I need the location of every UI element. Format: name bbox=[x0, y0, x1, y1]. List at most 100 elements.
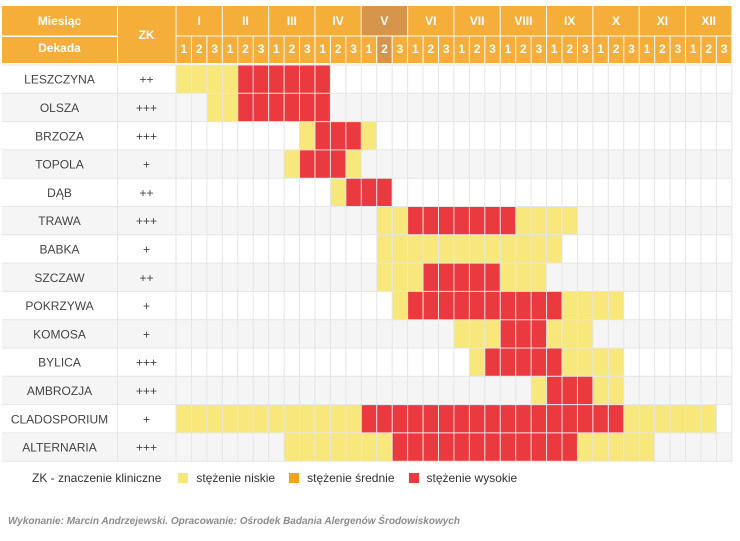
heat-cell bbox=[608, 376, 624, 405]
decade-label: 1 bbox=[180, 42, 187, 56]
month-label-II: II bbox=[242, 14, 249, 28]
heat-cell bbox=[700, 404, 717, 433]
decade-label: 2 bbox=[288, 42, 295, 56]
heat-cell bbox=[330, 178, 346, 207]
month-label-VII: VII bbox=[470, 14, 485, 28]
heat-cell bbox=[577, 348, 593, 377]
header-month-label-cell bbox=[2, 6, 117, 36]
heat-cell bbox=[546, 376, 562, 405]
heat-cell bbox=[330, 121, 346, 150]
heat-cell bbox=[654, 404, 671, 433]
heat-cell bbox=[392, 234, 408, 264]
heat-cell bbox=[314, 121, 331, 150]
heat-cell bbox=[577, 432, 593, 462]
heat-cell bbox=[484, 206, 501, 235]
heat-cell bbox=[407, 263, 424, 292]
heat-cell bbox=[500, 291, 516, 320]
heat-cell bbox=[546, 404, 562, 433]
heat-cell bbox=[361, 404, 377, 433]
heat-cell bbox=[206, 404, 223, 433]
decade-label: 2 bbox=[381, 42, 388, 56]
row-name: OLSZA bbox=[40, 101, 79, 115]
heat-cell bbox=[392, 263, 408, 292]
row-zk: +++ bbox=[136, 441, 157, 455]
heat-cell bbox=[407, 206, 424, 235]
heat-cell bbox=[345, 178, 362, 207]
row-stripe bbox=[2, 93, 732, 122]
heat-cell bbox=[515, 291, 532, 320]
row-zk: +++ bbox=[136, 101, 157, 115]
heat-cell bbox=[577, 319, 593, 348]
heat-cell bbox=[469, 348, 485, 377]
heat-cell bbox=[515, 206, 532, 235]
heat-cell bbox=[268, 65, 285, 94]
heat-cell bbox=[484, 263, 501, 292]
decade-label: 3 bbox=[489, 42, 496, 56]
decade-label: 2 bbox=[474, 42, 481, 56]
heat-cell bbox=[546, 234, 562, 264]
heat-cell bbox=[562, 404, 578, 433]
heat-cell bbox=[515, 263, 532, 292]
heat-cell bbox=[577, 291, 593, 320]
heat-cell bbox=[531, 348, 547, 377]
heat-cell bbox=[237, 65, 254, 94]
header-month-highlight bbox=[361, 6, 408, 36]
heat-cell bbox=[453, 291, 470, 320]
row-name: CLADOSPORIUM bbox=[11, 412, 108, 426]
heat-cell bbox=[500, 319, 516, 348]
heat-cell bbox=[484, 404, 501, 433]
heat-cell bbox=[345, 149, 362, 179]
heat-cell bbox=[453, 206, 470, 235]
decade-label: 1 bbox=[273, 42, 280, 56]
heat-cell bbox=[484, 319, 501, 348]
heat-cell bbox=[222, 404, 238, 433]
heat-cell bbox=[345, 432, 362, 462]
legend-zk-text: ZK - znaczenie kliniczne bbox=[32, 471, 162, 485]
heat-cell bbox=[562, 432, 578, 462]
row-name: SZCZAW bbox=[34, 271, 85, 285]
heat-cell bbox=[268, 404, 285, 433]
heat-cell bbox=[330, 149, 346, 179]
heat-cell bbox=[608, 432, 624, 462]
heat-cell bbox=[438, 291, 454, 320]
heat-cell bbox=[639, 432, 655, 462]
heat-cell bbox=[314, 149, 331, 179]
heat-cell bbox=[592, 348, 609, 377]
legend-item-low: stężenie niskie bbox=[178, 471, 275, 485]
heat-cell bbox=[562, 291, 578, 320]
heat-cell bbox=[515, 404, 532, 433]
heat-cell bbox=[531, 263, 547, 292]
heat-cell bbox=[453, 234, 470, 264]
decade-label: 1 bbox=[551, 42, 558, 56]
heat-cell bbox=[376, 263, 393, 292]
heat-cell bbox=[453, 319, 470, 348]
decade-label: 3 bbox=[304, 42, 311, 56]
row-stripe bbox=[2, 206, 732, 235]
month-label-VI: VI bbox=[425, 14, 436, 28]
heat-cell bbox=[685, 404, 701, 433]
heat-cell bbox=[515, 432, 532, 462]
heat-cell bbox=[222, 65, 238, 94]
row-name: TRAWA bbox=[38, 214, 80, 228]
heat-cell bbox=[562, 319, 578, 348]
decade-label: 2 bbox=[196, 42, 203, 56]
heat-cell bbox=[392, 291, 408, 320]
heat-cell bbox=[469, 319, 485, 348]
heat-cell bbox=[608, 291, 624, 320]
heat-cell bbox=[376, 178, 393, 207]
decade-label: 3 bbox=[582, 42, 589, 56]
row-name: AMBROZJA bbox=[27, 384, 92, 398]
heat-cell bbox=[515, 348, 532, 377]
heat-cell bbox=[407, 404, 424, 433]
heat-cell bbox=[500, 206, 516, 235]
decade-label: 1 bbox=[458, 42, 465, 56]
heat-cell bbox=[562, 348, 578, 377]
heat-cell bbox=[376, 404, 393, 433]
heat-cell bbox=[314, 432, 331, 462]
heat-cell bbox=[361, 178, 377, 207]
heat-cell bbox=[438, 234, 454, 264]
row-stripe bbox=[2, 149, 732, 179]
heat-cell bbox=[453, 432, 470, 462]
heat-cell bbox=[469, 404, 485, 433]
heat-cell bbox=[314, 93, 331, 122]
